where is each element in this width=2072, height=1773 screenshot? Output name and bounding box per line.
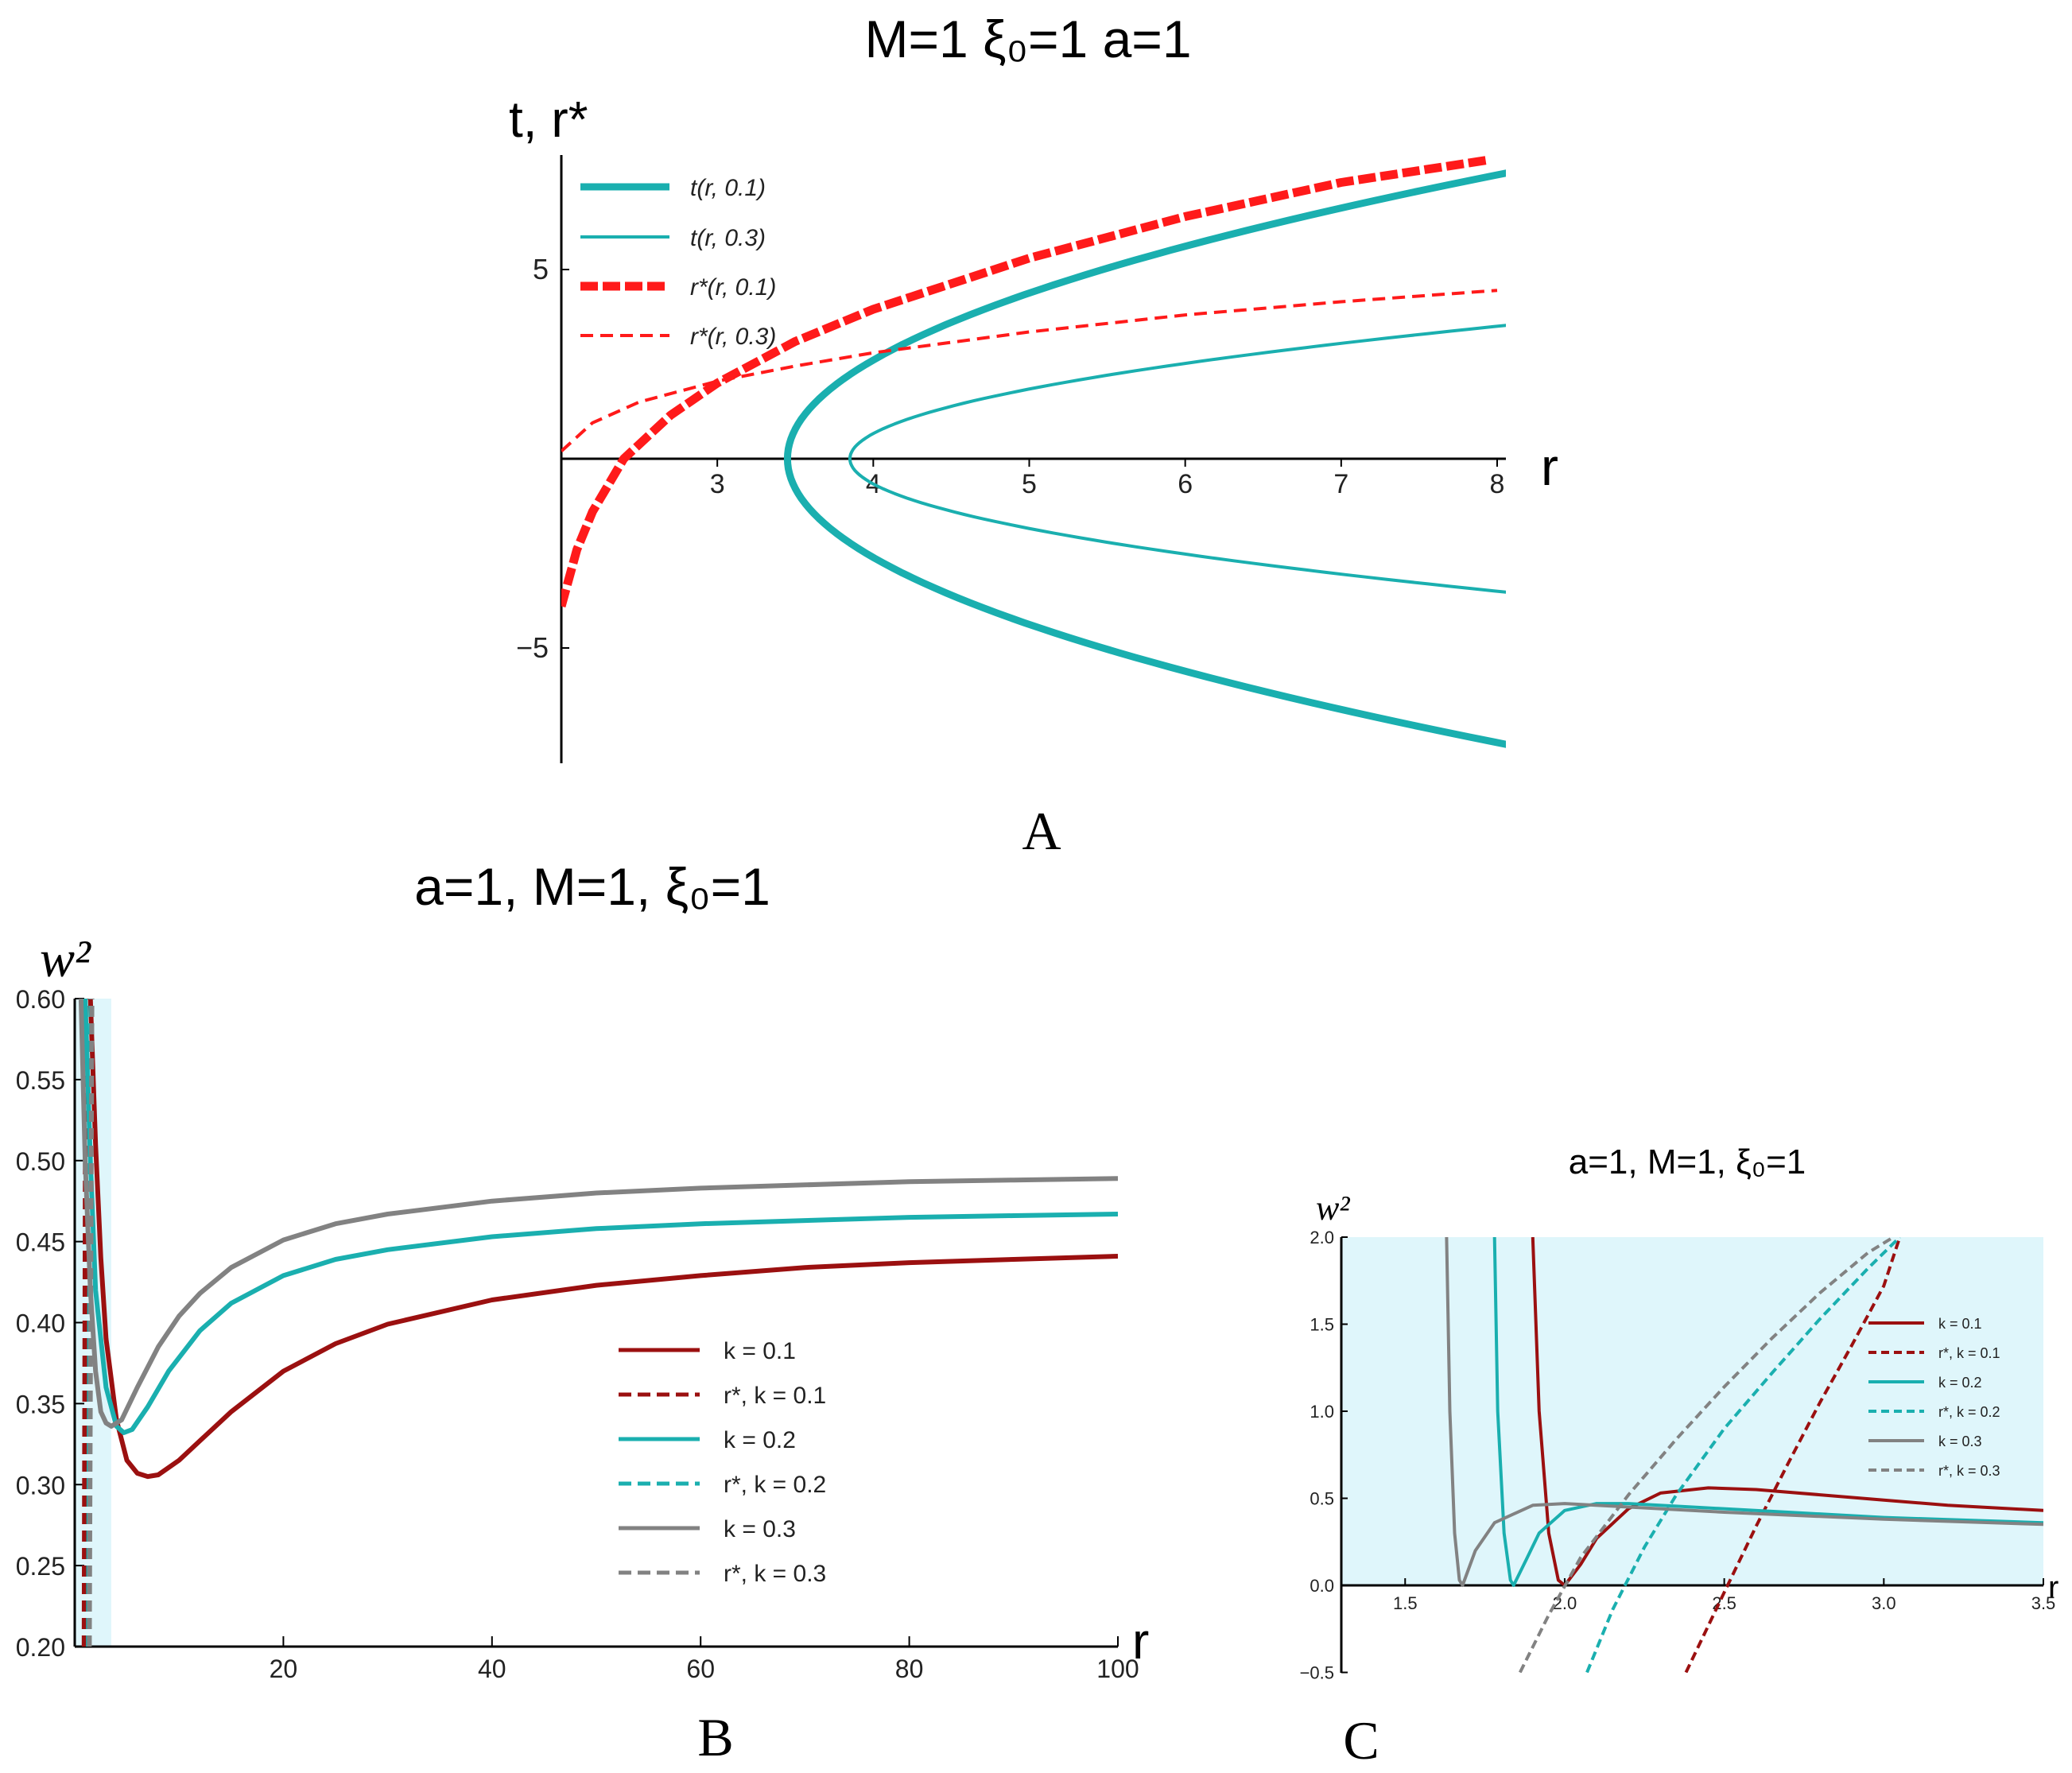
panel-c-legend-label: r*, k = 0.3: [1938, 1463, 2000, 1479]
panel-b-x-tick-label: 40: [478, 1655, 506, 1683]
panel-c-y-tick-label: −0.5: [1300, 1663, 1334, 1683]
panel-b-series-k-0-1: [87, 999, 1118, 1480]
panel-c-title: a=1, M=1, ξ₀=1: [1569, 1143, 1806, 1181]
panel-b-y-tick-label: 0.20: [16, 1633, 65, 1662]
panel-c-legend-label: k = 0.1: [1938, 1316, 1982, 1332]
panel-c-y-tick-label: 2.0: [1310, 1228, 1334, 1247]
panel-b-legend-label: r*, k = 0.1: [724, 1383, 826, 1409]
panel-a-y-axis-label: t, r*: [509, 91, 588, 148]
panel-a: M=1 ξ₀=1 a=1 t, r* r 3 4 5 6 7 85−5 t(r, 0.1)…: [509, 10, 1558, 861]
panel-b-series-r-k-0-1: [81, 999, 88, 1647]
panel-c-y-tick-label: 1.5: [1310, 1315, 1334, 1335]
panel-b-y-axis-label: w²: [40, 930, 91, 988]
panel-c-series: [1445, 1237, 2043, 1673]
panel-a-x-tick-label: 7: [1333, 469, 1348, 499]
panel-c-shaded-region: [1341, 1237, 2043, 1585]
panel-b-x-tick-label: 80: [895, 1655, 924, 1683]
panel-c-y-tick-label: 1.0: [1310, 1402, 1334, 1422]
panel-c-x-tick-label: 2.0: [1553, 1593, 1577, 1613]
panel-b-y-tick-label: 0.60: [16, 985, 65, 1014]
panel-a-x-tick-label: 3: [710, 469, 725, 499]
panel-a-x-tick-label: 8: [1490, 469, 1505, 499]
panel-b-x-axis-label: r: [1132, 1612, 1149, 1670]
panel-c-x-tick-label: 3.0: [1872, 1593, 1896, 1613]
panel-b-legend-label: k = 0.1: [724, 1338, 796, 1364]
panel-c-y-axis-label: w²: [1316, 1189, 1350, 1228]
panel-b-series: [78, 999, 1118, 1647]
panel-b-y-tick-label: 0.50: [16, 1147, 65, 1176]
panel-c-series-r-k-0-3: [1519, 1237, 1895, 1673]
panel-c-legend: k = 0.1 r*, k = 0.1 k = 0.2 r*, k = 0.2 k = …: [1868, 1316, 2000, 1479]
panel-c-x-axis-label: r: [2048, 1570, 2058, 1605]
panel-b-series-r-k-0-3: [87, 999, 95, 1647]
panel-b-title: a=1, M=1, ξ₀=1: [414, 857, 770, 916]
panel-c-series-r-k-0-1: [1684, 1237, 1902, 1673]
panel-c-x-tick-label: 3.5: [2031, 1593, 2056, 1613]
panel-a-series-t-r-0-1: [783, 169, 1506, 748]
panel-b-legend-label: k = 0.2: [724, 1427, 796, 1453]
panel-a-series-t-r-0-3: [848, 324, 1506, 594]
panel-a-y-tick-label: 5: [533, 253, 549, 285]
panel-b-ticks: 20 40 60 80 100 0.20 0.25 0.30 0.35 0.40 0.45 0.50 0…: [16, 985, 1139, 1683]
panel-a-legend-label: t(r, 0.3): [690, 225, 766, 251]
panel-a-legend-label: t(r, 0.1): [690, 175, 766, 201]
panel-c-series-k-0-1: [1531, 1237, 2043, 1587]
panel-b-legend: k = 0.1 r*, k = 0.1 k = 0.2 r*, k = 0.2 k = …: [619, 1338, 826, 1587]
panel-b-legend-label: k = 0.3: [724, 1516, 796, 1542]
panel-a-ticks: 3 4 5 6 7 85−5: [516, 253, 1505, 664]
panel-c-series-k-0-2: [1492, 1237, 2043, 1587]
panel-b-y-tick-label: 0.25: [16, 1552, 65, 1581]
panel-b-series-k-0-3: [78, 999, 1118, 1429]
panel-c-x-tick-label: 1.5: [1393, 1593, 1418, 1613]
panel-b-y-tick-label: 0.55: [16, 1066, 65, 1095]
panel-b: a=1, M=1, ξ₀=1 w² r 20 40 60 80 100 0.20 0.25 0…: [16, 857, 1150, 1767]
panel-a-legend-label: r*(r, 0.3): [690, 324, 776, 350]
panel-c: a=1, M=1, ξ₀=1 w² r 1.5 2.0 2.5 3.0 3.5−0.50…: [1300, 1143, 2059, 1771]
panel-c-legend-label: k = 0.3: [1938, 1434, 1982, 1449]
panel-label-c: C: [1343, 1710, 1379, 1771]
panel-b-y-tick-label: 0.30: [16, 1471, 65, 1499]
panel-c-y-tick-label: 0.0: [1310, 1576, 1334, 1596]
panel-a-series: [561, 155, 1506, 748]
panel-b-x-tick-label: 20: [270, 1655, 298, 1683]
panel-a-series-r-r-0-1: [561, 155, 1491, 608]
panel-c-legend-label: r*, k = 0.1: [1938, 1345, 2000, 1361]
panel-c-shade-rect: [1341, 1237, 2043, 1585]
panel-b-y-tick-label: 0.40: [16, 1309, 65, 1338]
panel-label-b: B: [697, 1707, 733, 1767]
panel-a-legend-label: r*(r, 0.1): [690, 274, 776, 301]
panel-b-legend-label: r*, k = 0.3: [724, 1561, 826, 1587]
panel-c-legend-label: r*, k = 0.2: [1938, 1404, 2000, 1420]
panel-a-x-axis-label: r: [1541, 437, 1558, 496]
panel-b-y-tick-label: 0.45: [16, 1228, 65, 1257]
panel-a-series-r-r-0-3: [561, 289, 1498, 452]
panel-label-a: A: [1022, 801, 1061, 861]
panel-c-series-k-0-3: [1445, 1237, 2043, 1587]
panel-b-legend-label: r*, k = 0.2: [724, 1472, 826, 1498]
panel-c-legend-label: k = 0.2: [1938, 1375, 1982, 1391]
panel-c-ticks: 1.5 2.0 2.5 3.0 3.5−0.50.00.51.01.52.0: [1300, 1228, 2056, 1683]
panel-a-legend: t(r, 0.1) t(r, 0.3) r*(r, 0.1) r*(r, 0.3): [580, 175, 776, 350]
panel-b-x-tick-label: 100: [1096, 1655, 1139, 1683]
panel-b-y-tick-label: 0.35: [16, 1390, 65, 1418]
panel-a-x-tick-label: 5: [1022, 469, 1037, 499]
panel-a-title: M=1 ξ₀=1 a=1: [864, 10, 1191, 68]
panel-b-x-tick-label: 60: [686, 1655, 715, 1683]
panel-b-series-k-0-2: [83, 999, 1118, 1435]
panel-a-x-tick-label: 6: [1178, 469, 1193, 499]
panel-a-y-tick-label: −5: [516, 631, 549, 664]
panel-c-y-tick-label: 0.5: [1310, 1489, 1334, 1509]
